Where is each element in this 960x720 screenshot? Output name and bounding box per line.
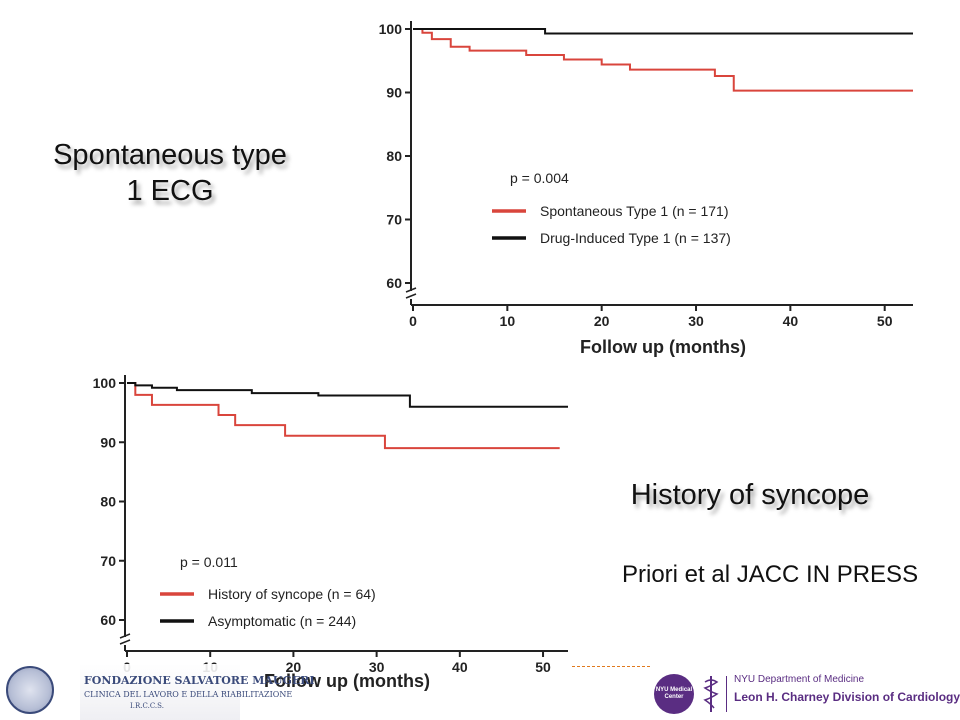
y-tick-label: 100 <box>93 375 117 391</box>
x-tick-label: 20 <box>286 659 302 675</box>
y-tick-label: 70 <box>100 553 116 569</box>
legend-label: History of syncope (n = 64) <box>208 586 376 602</box>
nyu-badge-icon: NYU Medical Center <box>654 674 694 714</box>
x-tick-label: 40 <box>783 313 799 329</box>
x-tick-label: 30 <box>369 659 385 675</box>
heading-spontaneous-line1: Spontaneous type <box>53 139 287 171</box>
logo-org-name-1: FONDAZIONE SALVATORE MAUGERI <box>84 674 315 687</box>
p-value-annotation: p = 0.004 <box>510 170 569 186</box>
seal-icon <box>6 666 54 714</box>
km-chart-spontaneous-type1: 60 70 80 90 100 0 10 20 30 40 50 Follow up (months)… <box>379 21 913 357</box>
km-series-line-1 <box>127 382 568 408</box>
y-tick-label: 80 <box>100 494 116 510</box>
citation: Priori et al JACC IN PRESS <box>622 561 919 588</box>
x-tick-label: 0 <box>409 313 417 329</box>
nyu-cardiology-logo: NYU Medical Center NYU Department of Med… <box>650 670 960 718</box>
legend-label: Drug-Induced Type 1 (n = 137) <box>540 230 731 246</box>
x-axis-title: Follow up (months) <box>580 337 746 357</box>
y-tick-label: 90 <box>386 85 402 101</box>
y-tick-label: 90 <box>100 434 116 450</box>
km-series-line-0 <box>127 382 560 450</box>
logo-fade-box <box>80 664 240 720</box>
logo-divider <box>726 676 727 712</box>
axis-break-mark <box>119 639 131 645</box>
x-tick-label: 30 <box>688 313 704 329</box>
x-tick-label: 50 <box>877 313 893 329</box>
legend-label: Spontaneous Type 1 (n = 171) <box>540 203 729 219</box>
orange-dashed-divider <box>572 666 650 667</box>
km-series-line-1 <box>413 28 913 35</box>
legend-label: Asymptomatic (n = 244) <box>208 613 356 629</box>
heading-spontaneous-line2: 1 ECG <box>126 175 214 207</box>
p-value-annotation: p = 0.011 <box>180 554 238 570</box>
caduceus-icon <box>703 676 719 712</box>
y-tick-label: 100 <box>379 21 403 37</box>
x-tick-label: 50 <box>535 659 551 675</box>
km-series-line-0 <box>413 28 913 92</box>
nyu-dept-label: NYU Department of Medicine <box>734 674 865 685</box>
logo-org-name-3: I.R.C.C.S. <box>130 702 164 710</box>
y-tick-label: 60 <box>100 612 116 628</box>
nyu-division-label: Leon H. Charney Division of Cardiology <box>734 690 960 704</box>
heading-spontaneous-type1: Spontaneous type 1 ECG <box>20 137 320 209</box>
logo-org-name-2: CLINICA DEL LAVORO E DELLA RIABILITAZION… <box>84 690 293 699</box>
y-tick-label: 70 <box>386 212 402 228</box>
axis-break-mark <box>119 633 131 639</box>
y-tick-label: 60 <box>386 275 402 291</box>
heading-history-of-syncope: History of syncope <box>630 479 870 511</box>
x-axis-title: Follow up (months) <box>264 671 430 691</box>
axis-break-mark <box>405 293 417 299</box>
fondazione-maugeri-logo: FONDAZIONE SALVATORE MAUGERI CLINICA DEL… <box>0 664 315 720</box>
x-tick-label: 20 <box>594 313 610 329</box>
y-tick-label: 80 <box>386 148 402 164</box>
x-tick-label: 40 <box>452 659 468 675</box>
axis-break-mark <box>405 287 417 293</box>
x-tick-label: 10 <box>500 313 516 329</box>
